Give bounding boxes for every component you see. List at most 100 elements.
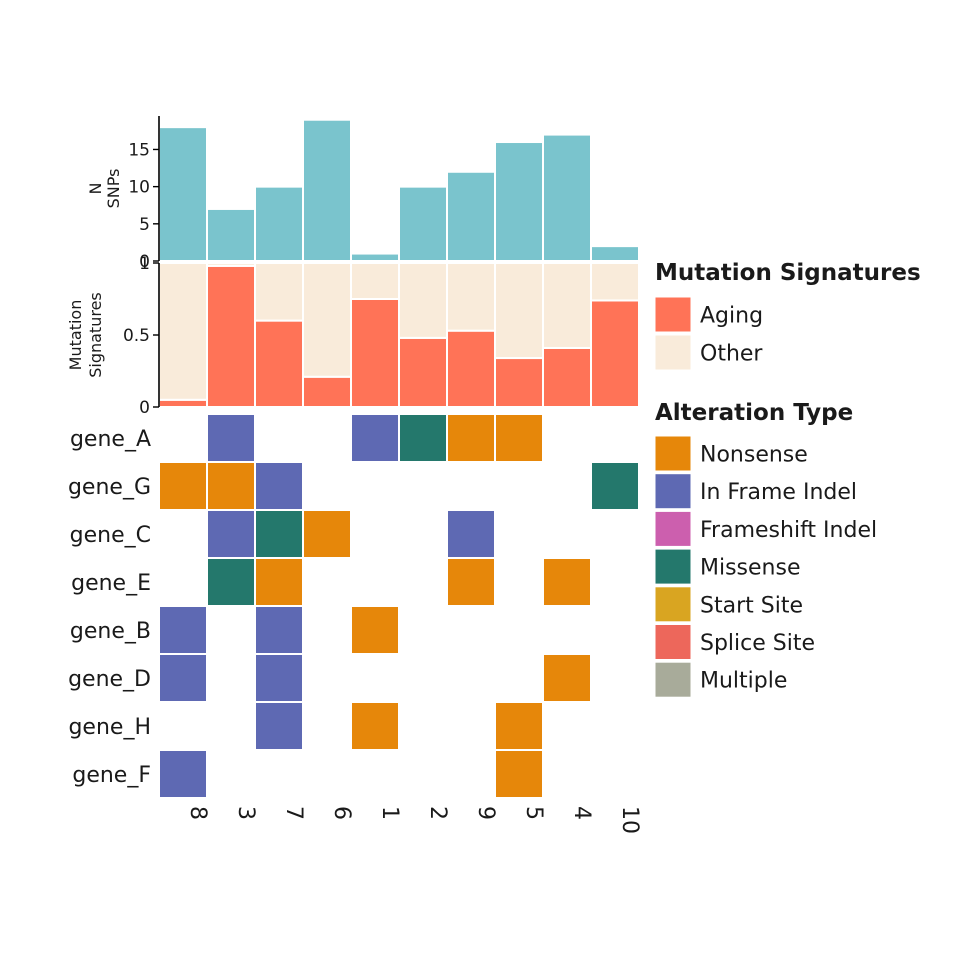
snp-y-tick-label-10: 10 bbox=[128, 178, 150, 198]
gene-label-gene_C: gene_C bbox=[70, 523, 151, 548]
alteration-legend-label-frameshift-indel: Frameshift Indel bbox=[700, 518, 877, 543]
alteration-cell-gene_B-1 bbox=[350, 605, 400, 655]
alteration-cell-gene_B-7 bbox=[254, 605, 304, 655]
signature-bar-aging-7 bbox=[254, 319, 304, 409]
alteration-cell-gene_D-7 bbox=[254, 653, 304, 703]
alteration-cell-gene_G-3 bbox=[206, 461, 256, 511]
sample-label-2: 2 bbox=[425, 806, 450, 820]
alteration-cell-gene_A-5 bbox=[494, 413, 544, 463]
snp-bar-2 bbox=[398, 185, 448, 262]
alteration-cell-gene_C-7 bbox=[254, 509, 304, 559]
signature-bar-aging-6 bbox=[302, 375, 352, 409]
gene-label-gene_D: gene_D bbox=[68, 667, 151, 692]
alteration-cell-gene_E-3 bbox=[206, 557, 256, 607]
alteration-legend-label-multiple: Multiple bbox=[700, 669, 787, 694]
alteration-cell-gene_H-1 bbox=[350, 701, 400, 751]
signature-legend-key-aging bbox=[654, 296, 692, 333]
alteration-legend-key-splice-site bbox=[654, 624, 692, 660]
snp-y-tick-label-0: 0 bbox=[139, 252, 150, 272]
snp-y-tick-label-5: 5 bbox=[139, 215, 150, 235]
alteration-cell-gene_A-2 bbox=[398, 413, 448, 463]
alteration-cell-gene_F-5 bbox=[494, 749, 544, 799]
alteration-cell-gene_B-8 bbox=[158, 605, 208, 655]
signature-bar-aging-4 bbox=[542, 346, 592, 408]
signature-bar-other-3 bbox=[206, 262, 256, 267]
snp-y-axis-label-line-1: N bbox=[86, 183, 105, 195]
alteration-cell-gene_F-8 bbox=[158, 749, 208, 799]
snp-bar-10 bbox=[590, 245, 640, 262]
sample-label-8: 8 bbox=[185, 806, 210, 820]
signature-bar-other-8 bbox=[158, 262, 208, 401]
sample-label-4: 4 bbox=[569, 806, 594, 820]
signature-bar-other-7 bbox=[254, 262, 304, 322]
snp-bar-1 bbox=[350, 252, 400, 262]
gene-label-gene_H: gene_H bbox=[68, 715, 151, 740]
snp-bar-5 bbox=[494, 141, 544, 262]
sample-label-10: 10 bbox=[617, 806, 642, 834]
alteration-cell-gene_H-7 bbox=[254, 701, 304, 751]
alteration-cell-gene_D-4 bbox=[542, 653, 592, 703]
alteration-cell-gene_G-10 bbox=[590, 461, 640, 511]
sample-label-5: 5 bbox=[521, 806, 546, 820]
sample-label-3: 3 bbox=[233, 806, 258, 820]
snp-y-tick-label-15: 15 bbox=[128, 140, 150, 160]
alteration-legend-label-nonsense: Nonsense bbox=[700, 443, 808, 468]
snp-bar-6 bbox=[302, 118, 352, 263]
alteration-cell-gene_H-5 bbox=[494, 701, 544, 751]
alteration-cell-gene_A-9 bbox=[446, 413, 496, 463]
signature-bar-aging-10 bbox=[590, 299, 640, 408]
alteration-cell-gene_C-6 bbox=[302, 509, 352, 559]
alteration-legend-label-start-site: Start Site bbox=[700, 593, 803, 618]
alteration-cell-gene_C-3 bbox=[206, 509, 256, 559]
sample-label-1: 1 bbox=[377, 806, 402, 820]
snp-bar-9 bbox=[446, 170, 496, 262]
alteration-heatmap-panel: gene_A gene_G gene_C gene_E gene_B gene_Dgene… bbox=[68, 413, 642, 834]
snp-y-axis-label: NSNPs bbox=[86, 169, 123, 209]
alteration-legend-key-frameshift-indel bbox=[654, 510, 692, 547]
alteration-legend-key-in-frame-indel bbox=[654, 473, 692, 510]
gene-label-gene_B: gene_B bbox=[70, 619, 151, 644]
alteration-legend-key-start-site bbox=[654, 586, 692, 623]
signature-bar-aging-1 bbox=[350, 298, 400, 408]
snp-bar-4 bbox=[542, 133, 592, 262]
alteration-legend-label-in-frame-indel: In Frame Indel bbox=[700, 480, 857, 505]
signature-bar-aging-9 bbox=[446, 329, 496, 408]
snp-y-axis-label-line-2: SNPs bbox=[104, 169, 123, 209]
signature-y-axis-label-line-2: Signatures bbox=[86, 292, 105, 378]
signature-bar-other-5 bbox=[494, 262, 544, 360]
signature-bar-aging-2 bbox=[398, 336, 448, 409]
alteration-legend-label-missense: Missense bbox=[700, 556, 801, 581]
snp-bar-7 bbox=[254, 185, 304, 262]
mutation-signature-panel: 0 0.5 1 MutationSignatures bbox=[66, 254, 640, 418]
alteration-legend-key-missense bbox=[654, 548, 692, 585]
signature-y-tick-label-2: 1 bbox=[139, 254, 150, 274]
gene-label-gene_G: gene_G bbox=[68, 475, 151, 500]
alteration-cell-gene_C-9 bbox=[446, 509, 496, 559]
alteration-cell-gene_E-7 bbox=[254, 557, 304, 607]
signature-legend-label-other: Other bbox=[700, 342, 763, 367]
signature-bar-other-1 bbox=[350, 262, 400, 300]
alteration-legend-key-multiple bbox=[654, 661, 692, 698]
alteration-cell-gene_G-8 bbox=[158, 461, 208, 511]
alteration-cell-gene_A-1 bbox=[350, 413, 400, 463]
alteration-cell-gene_A-3 bbox=[206, 413, 256, 463]
signature-legend-title: Mutation Signatures bbox=[655, 260, 921, 286]
signature-bar-other-2 bbox=[398, 262, 448, 339]
sample-label-6: 6 bbox=[329, 806, 354, 820]
gene-label-gene_A: gene_A bbox=[70, 427, 151, 452]
signature-y-tick-label-1: 0.5 bbox=[123, 326, 150, 346]
alteration-legend-label-splice-site: Splice Site bbox=[700, 631, 815, 656]
sample-label-7: 7 bbox=[281, 806, 306, 820]
snp-bar-3 bbox=[206, 207, 256, 262]
signature-y-tick-label-0: 0 bbox=[139, 398, 150, 418]
signature-bar-other-6 bbox=[302, 262, 352, 378]
legend-area: Mutation Signatures Aging Other Alteration … bbox=[654, 260, 921, 698]
signature-bar-other-4 bbox=[542, 262, 592, 349]
signature-legend-label-aging: Aging bbox=[700, 304, 763, 329]
alteration-cell-gene_D-8 bbox=[158, 653, 208, 703]
sample-label-9: 9 bbox=[473, 806, 498, 820]
signature-bar-aging-5 bbox=[494, 357, 544, 409]
gene-label-gene_F: gene_F bbox=[72, 763, 151, 788]
signature-legend-key-other bbox=[654, 334, 692, 371]
alteration-legend-title: Alteration Type bbox=[655, 400, 853, 426]
